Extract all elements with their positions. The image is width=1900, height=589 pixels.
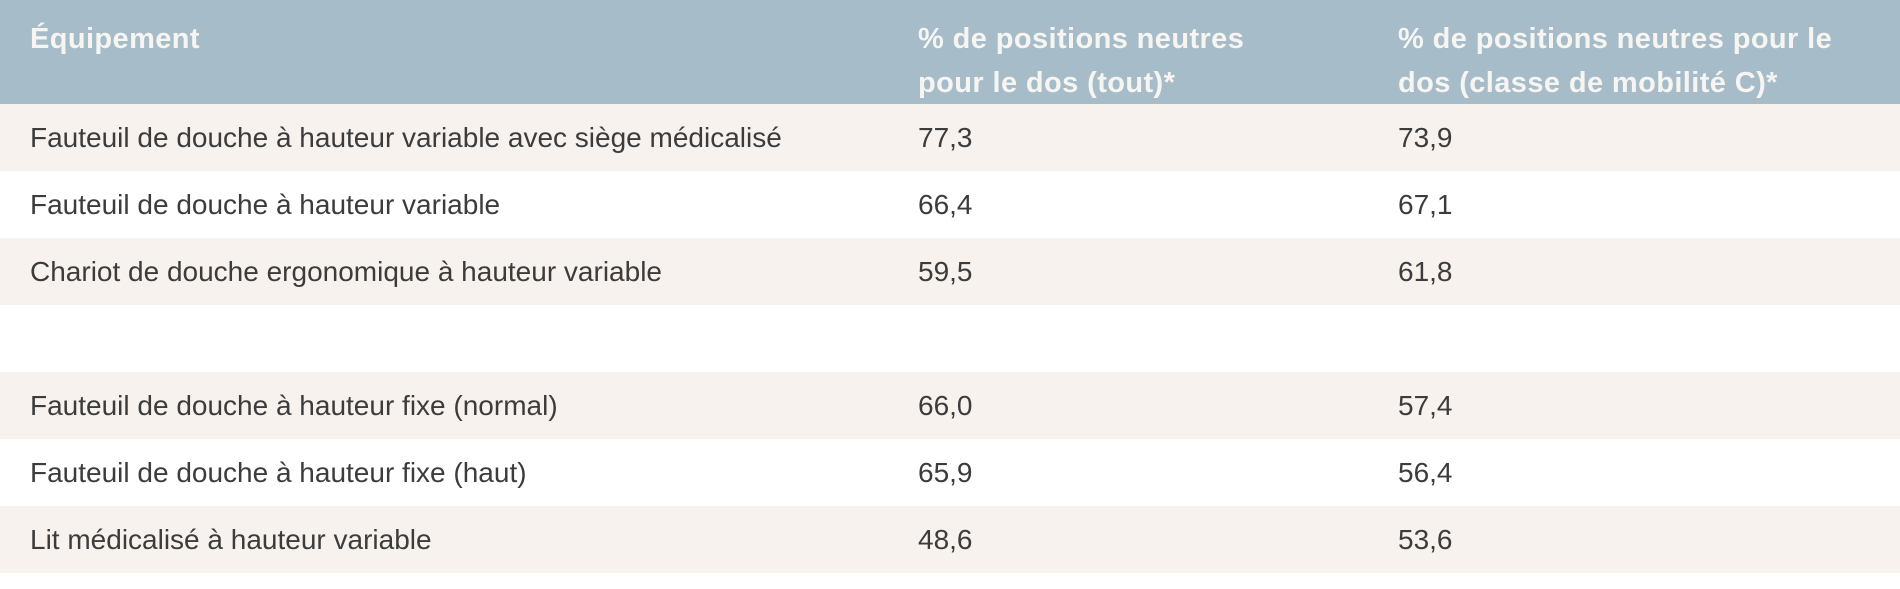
header-cell-pct-classe-c: % de positions neutres pour le dos (clas…	[1368, 0, 1900, 105]
equipment-cell: Chariot de douche ergonomique à hauteur …	[30, 255, 662, 287]
header-cell-pct-tout: % de positions neutres pour le dos (tout…	[888, 0, 1368, 105]
pct-classe-c-cell: 73,9	[1398, 121, 1453, 153]
pct-classe-c-cell: 57,4	[1398, 389, 1453, 421]
equipment-cell: Fauteuil de douche à hauteur fixe (norma…	[30, 389, 558, 421]
table-row: Fauteuil de douche à hauteur variable av…	[0, 104, 1900, 171]
pct-tout-cell: 77,3	[918, 121, 973, 153]
table-row: Fauteuil de douche à hauteur variable 66…	[0, 171, 1900, 238]
equipment-cell: Fauteuil de douche à hauteur variable av…	[30, 121, 782, 153]
table-spacer-row	[0, 305, 1900, 372]
table-row: Chariot de douche ergonomique à hauteur …	[0, 238, 1900, 305]
table-row: Lit médicalisé à hauteur variable 48,6 5…	[0, 506, 1900, 573]
pct-classe-c-cell: 61,8	[1398, 255, 1453, 287]
table-row: Fauteuil de douche à hauteur fixe (norma…	[0, 372, 1900, 439]
pct-tout-cell: 65,9	[918, 456, 973, 488]
equipment-cell: Fauteuil de douche à hauteur variable	[30, 188, 501, 220]
pct-classe-c-cell: 53,6	[1398, 523, 1453, 555]
pct-classe-c-cell: 56,4	[1398, 456, 1453, 488]
header-label-pct-tout: % de positions neutres pour le dos (tout…	[918, 23, 1245, 99]
equipment-cell: Lit médicalisé à hauteur variable	[30, 523, 432, 555]
header-label-pct-classe-c: % de positions neutres pour le dos (clas…	[1398, 23, 1833, 99]
header-label-equipement: Équipement	[30, 23, 200, 55]
table-row: Fauteuil de douche à hauteur fixe (haut)…	[0, 439, 1900, 506]
pct-classe-c-cell: 67,1	[1398, 188, 1453, 220]
equipment-cell: Fauteuil de douche à hauteur fixe (haut)	[30, 456, 527, 488]
pct-tout-cell: 48,6	[918, 523, 973, 555]
table-body: Fauteuil de douche à hauteur variable av…	[0, 104, 1900, 573]
pct-tout-cell: 59,5	[918, 255, 973, 287]
header-cell-equipement: Équipement	[0, 0, 888, 105]
pct-tout-cell: 66,0	[918, 389, 973, 421]
pct-tout-cell: 66,4	[918, 188, 973, 220]
table-header-row: Équipement % de positions neutres pour l…	[0, 0, 1900, 104]
